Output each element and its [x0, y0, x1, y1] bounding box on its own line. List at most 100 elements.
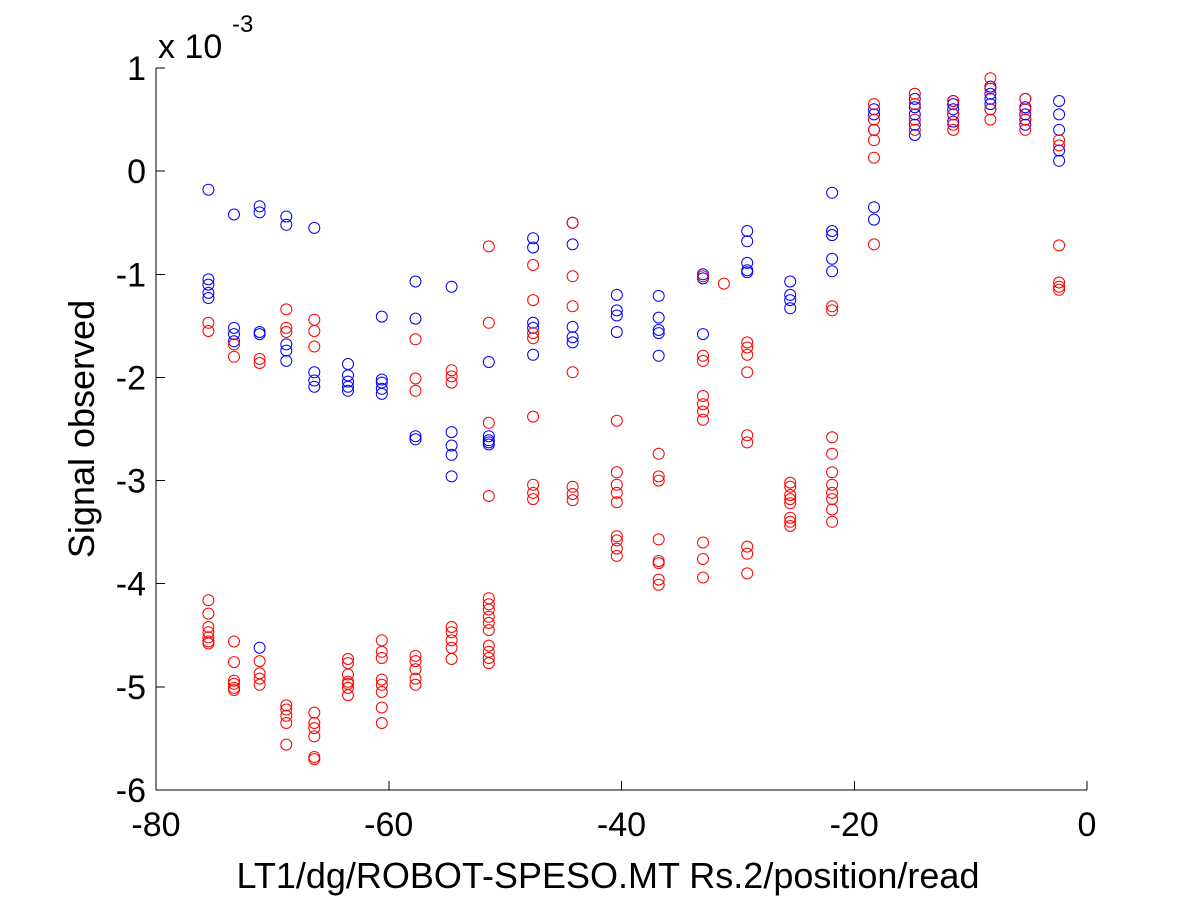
data-point [482, 356, 495, 368]
data-point [697, 536, 709, 549]
data-point [202, 594, 215, 607]
data-point [566, 270, 579, 283]
data-point [868, 134, 880, 147]
data-point [610, 534, 623, 547]
data-point [482, 645, 495, 658]
data-point [280, 717, 293, 729]
data-point [308, 325, 321, 337]
data-point [228, 684, 240, 696]
data-point [826, 478, 839, 491]
y-axis-label: Signal observed [61, 300, 102, 558]
data-point [228, 321, 240, 334]
data-point [253, 672, 266, 685]
data-point [527, 348, 540, 361]
data-point [868, 213, 880, 226]
data-point [868, 238, 880, 251]
data-point [342, 668, 354, 681]
data-point [826, 503, 839, 516]
data-point [697, 398, 709, 411]
data-point [784, 275, 797, 288]
ticks: -80 -60 -40 -20 0 -6 -5 -4 -3 -2 -1 0 1 [116, 50, 1097, 844]
data-point [527, 259, 540, 271]
data-point [908, 98, 921, 111]
data-point [868, 103, 880, 116]
data-point [253, 641, 266, 654]
data-point [610, 309, 623, 322]
data-point [202, 292, 215, 304]
data-point [527, 241, 540, 254]
data-point [1019, 118, 1032, 131]
data-point [482, 438, 495, 451]
data-point [375, 310, 388, 323]
data-point [280, 326, 293, 338]
data-point [984, 82, 997, 95]
data-point [308, 753, 321, 766]
data-point [1053, 239, 1066, 252]
data-point [482, 657, 495, 670]
data-point [868, 113, 880, 126]
data-point [741, 436, 754, 449]
data-point [566, 494, 579, 507]
data-point [342, 380, 354, 393]
data-point [375, 678, 388, 691]
data-point [947, 98, 960, 111]
data-point [308, 374, 321, 387]
data-point [482, 652, 495, 664]
data-point [280, 709, 293, 722]
data-point [482, 240, 495, 253]
data-point [375, 673, 388, 686]
data-point [445, 653, 458, 665]
data-point [228, 656, 240, 669]
data-point [445, 448, 458, 461]
data-point [1053, 95, 1066, 107]
data-point [1053, 139, 1066, 152]
data-point [308, 706, 321, 719]
data-point [908, 92, 921, 105]
data-point [1019, 92, 1032, 105]
data-point [228, 677, 240, 690]
data-point [610, 414, 623, 427]
data-point [527, 232, 540, 245]
data-point [1053, 276, 1066, 289]
data-point [741, 429, 754, 442]
data-point [482, 610, 495, 623]
data-point [566, 216, 579, 229]
data-point [409, 430, 422, 443]
data-point [741, 540, 754, 553]
data-point [947, 103, 960, 116]
data-point [826, 225, 839, 237]
x-axis-label: LT1/dg/ROBOT-SPESO.MT Rs.2/position/read [237, 855, 980, 896]
data-point [947, 123, 960, 136]
data-point [202, 325, 215, 337]
data-point [566, 320, 579, 333]
data-point [375, 645, 388, 658]
y-tick-label: 1 [127, 50, 146, 88]
data-point [228, 674, 240, 687]
data-point [826, 466, 839, 479]
data-point [527, 332, 540, 345]
data-point [826, 229, 839, 242]
data-point [784, 511, 797, 524]
data-point [652, 311, 665, 324]
data-point [308, 722, 321, 735]
data-point [784, 520, 797, 532]
data-point [253, 200, 266, 213]
data-point [784, 515, 797, 528]
data-point [908, 113, 921, 126]
data-point [527, 410, 540, 423]
data-point [652, 327, 665, 340]
data-point [697, 270, 709, 283]
data-point [308, 380, 321, 393]
data-point [697, 553, 709, 565]
data-point [202, 607, 215, 620]
data-point [784, 497, 797, 510]
data-point [280, 218, 293, 231]
data-point [202, 621, 215, 633]
data-point [445, 470, 458, 483]
data-point [947, 95, 960, 107]
data-point [445, 641, 458, 654]
data-point [375, 652, 388, 664]
data-point [908, 129, 921, 141]
data-point [741, 266, 754, 279]
